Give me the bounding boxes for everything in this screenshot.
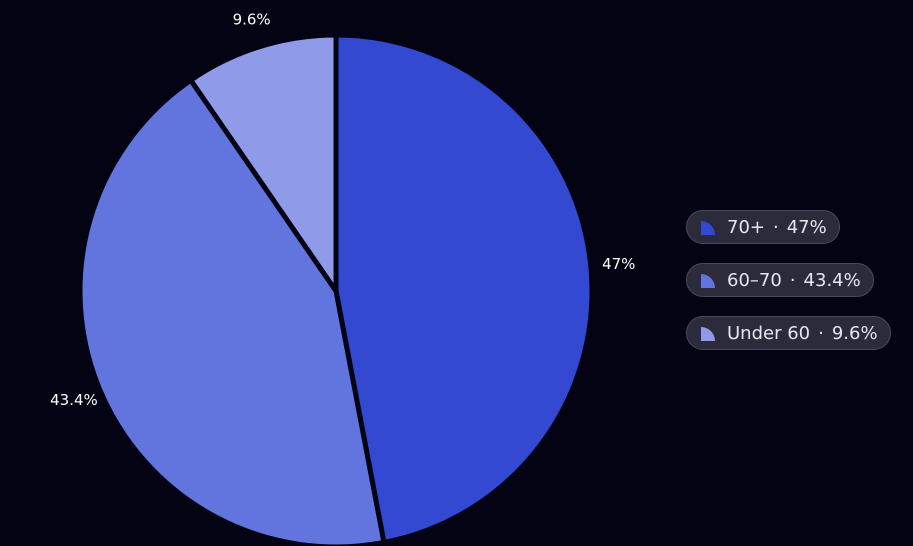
legend-label: 60–70 [727,269,782,291]
legend-percent: 43.4% [803,269,861,291]
slice-value-label: 47% [602,255,635,273]
quarter-circle-icon [700,272,717,289]
legend-item-70-plus[interactable]: 70+ · 47% [686,210,840,244]
legend-item-60-70[interactable]: 60–70 · 43.4% [686,263,874,297]
legend-separator: · [789,269,796,291]
quarter-circle-icon [700,219,717,236]
pie-slice-1[interactable] [77,77,387,546]
pie-labels: 47% 43.4% 9.6% [50,10,635,409]
legend-separator: · [818,322,824,344]
legend-label: 70+ [727,216,765,238]
quarter-circle-icon [700,325,717,342]
legend-item-under-60[interactable]: Under 60 · 9.6% [686,316,891,350]
pie-slices [77,32,595,546]
legend-percent: 47% [786,216,827,238]
slice-value-label: 43.4% [50,391,98,409]
pie-slice-2[interactable] [188,32,339,294]
pie-slice-0[interactable] [333,32,595,545]
legend: 70+ · 47% 60–70 · 43.4% Under 60 · 9.6% [686,210,891,350]
legend-separator: · [773,216,779,238]
legend-percent: 9.6% [831,322,878,344]
slice-value-label: 9.6% [233,10,271,28]
legend-label: Under 60 [727,322,811,344]
